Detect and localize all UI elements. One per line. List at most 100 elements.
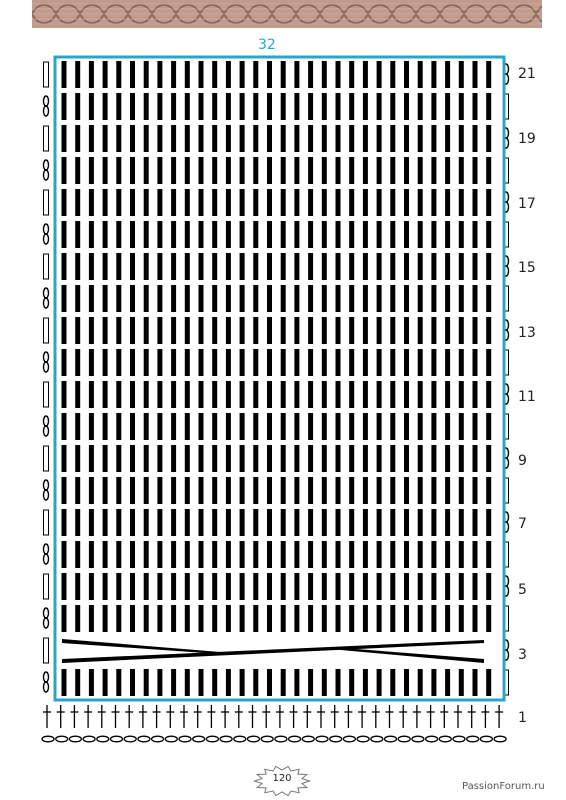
double-crochet-stitch xyxy=(417,157,423,184)
double-crochet-stitch xyxy=(239,93,245,120)
double-crochet-stitch xyxy=(486,189,492,216)
double-crochet-stitch xyxy=(486,413,492,440)
double-crochet-stitch xyxy=(445,253,451,280)
double-crochet-stitch xyxy=(417,93,423,120)
foundation-chain-stitch xyxy=(150,735,165,743)
double-crochet-stitch xyxy=(75,253,81,280)
watermark: PassionForum.ru xyxy=(462,781,545,792)
double-crochet-stitch xyxy=(239,61,245,88)
double-crochet-stitch xyxy=(253,125,259,152)
double-crochet-stitch xyxy=(486,573,492,600)
double-crochet-stitch xyxy=(472,349,478,376)
double-crochet-stitch xyxy=(376,285,382,312)
double-crochet-stitch xyxy=(239,189,245,216)
chain-stitch xyxy=(42,233,50,245)
row-number-label: 19 xyxy=(518,131,536,147)
double-crochet-stitch xyxy=(445,605,451,632)
double-crochet-stitch xyxy=(472,93,478,120)
double-crochet-stitch xyxy=(212,573,218,600)
double-crochet-stitch xyxy=(362,573,368,600)
chain-stitch xyxy=(42,297,50,309)
double-crochet-stitch xyxy=(102,669,108,696)
double-crochet-stitch xyxy=(349,477,355,504)
chain-stitch xyxy=(42,105,50,117)
double-crochet-stitch xyxy=(88,477,94,504)
double-crochet-stitch xyxy=(102,381,108,408)
foundation-chain-stitch xyxy=(55,735,69,743)
double-crochet-stitch xyxy=(157,445,163,472)
double-crochet-stitch xyxy=(280,157,286,184)
foundation-chain-stitch xyxy=(383,735,398,743)
cable-knit-banner xyxy=(32,0,542,28)
double-crochet-stitch xyxy=(376,445,382,472)
double-crochet-stitch xyxy=(198,349,204,376)
foundation-chain-stitch xyxy=(205,735,220,743)
double-crochet-stitch xyxy=(198,541,204,568)
foundation-chain-stitch xyxy=(274,735,288,743)
double-crochet-stitch xyxy=(157,157,163,184)
double-crochet-stitch xyxy=(102,61,108,88)
double-crochet-stitch xyxy=(143,509,149,536)
double-crochet-stitch xyxy=(390,93,396,120)
double-crochet-stitch xyxy=(417,317,423,344)
double-crochet-stitch xyxy=(390,477,396,504)
chain-stitch xyxy=(42,159,50,171)
double-crochet-stitch xyxy=(390,413,396,440)
double-crochet-stitch xyxy=(143,413,149,440)
double-crochet-stitch xyxy=(75,317,81,344)
row-number-label: 3 xyxy=(518,647,527,663)
double-crochet-stitch xyxy=(88,541,94,568)
double-crochet-stitch xyxy=(376,605,382,632)
double-crochet-stitch xyxy=(212,317,218,344)
double-crochet-stitch xyxy=(349,125,355,152)
pattern-border xyxy=(53,55,506,702)
double-crochet-stitch xyxy=(212,381,218,408)
double-crochet-stitch xyxy=(390,509,396,536)
double-crochet-stitch xyxy=(445,541,451,568)
double-crochet-stitch xyxy=(267,285,272,312)
double-crochet-stitch xyxy=(486,509,492,536)
double-crochet-stitch xyxy=(157,93,163,120)
double-crochet-stitch xyxy=(225,349,231,376)
double-crochet-stitch xyxy=(321,157,327,184)
double-crochet-stitch xyxy=(267,125,272,152)
double-crochet-stitch xyxy=(130,125,135,152)
double-crochet-stitch xyxy=(376,253,382,280)
double-crochet-stitch xyxy=(376,541,382,568)
double-crochet-stitch xyxy=(212,541,218,568)
double-crochet-stitch xyxy=(458,157,464,184)
foundation-chain-stitch xyxy=(370,735,384,743)
double-crochet-stitch xyxy=(225,157,231,184)
foundation-chain-stitch xyxy=(301,735,315,743)
double-crochet-stitch xyxy=(376,221,382,248)
double-crochet-stitch xyxy=(75,157,81,184)
double-crochet-stitch xyxy=(143,317,149,344)
double-crochet-stitch xyxy=(198,509,204,536)
row-number-label: 13 xyxy=(518,325,536,341)
double-crochet-stitch xyxy=(280,317,286,344)
double-crochet-stitch xyxy=(335,669,341,696)
double-crochet-stitch xyxy=(404,381,409,408)
double-crochet-stitch xyxy=(335,253,341,280)
double-crochet-stitch xyxy=(321,573,327,600)
double-crochet-stitch xyxy=(225,445,231,472)
double-crochet-stitch xyxy=(417,189,423,216)
foundation-chain-stitch xyxy=(329,735,343,743)
double-crochet-stitch xyxy=(75,189,81,216)
double-crochet-stitch xyxy=(171,477,177,504)
crossed-stitch xyxy=(62,639,220,654)
double-crochet-stitch xyxy=(294,317,300,344)
double-crochet-stitch xyxy=(376,125,382,152)
double-crochet-stitch xyxy=(61,445,67,472)
double-crochet-stitch xyxy=(486,285,492,312)
double-crochet-stitch xyxy=(61,61,67,88)
double-crochet-stitch xyxy=(225,605,231,632)
double-crochet-stitch xyxy=(321,61,327,88)
foundation-chain-stitch xyxy=(41,735,55,743)
double-crochet-stitch xyxy=(225,253,231,280)
double-crochet-stitch xyxy=(61,573,67,600)
double-crochet-stitch xyxy=(143,349,149,376)
double-crochet-stitch xyxy=(157,669,163,696)
double-crochet-stitch xyxy=(458,541,464,568)
double-crochet-stitch xyxy=(171,573,177,600)
